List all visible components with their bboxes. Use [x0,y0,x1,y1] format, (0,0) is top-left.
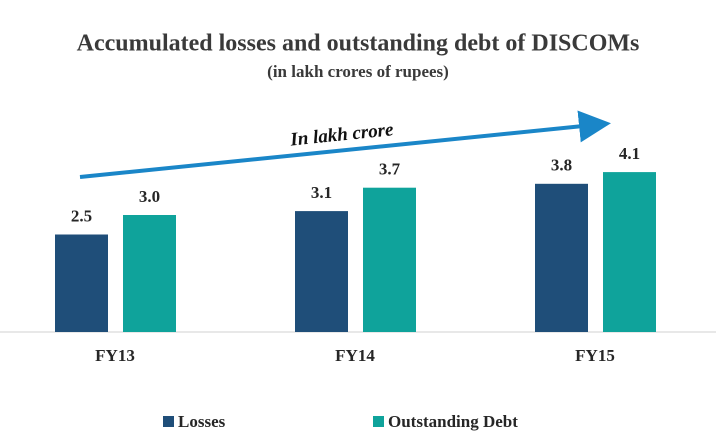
x-tick-label: FY15 [575,346,615,365]
trend-arrow [79,110,611,179]
data-label: 3.1 [311,183,332,202]
legend-swatch [163,416,174,427]
legend-label: Outstanding Debt [388,412,518,431]
data-label: 4.1 [619,144,640,163]
bar [123,215,176,332]
chart-title: Accumulated losses and outstanding debt … [77,31,640,57]
x-tick-label: FY13 [95,346,135,365]
bar [55,234,108,332]
data-label: 3.7 [379,160,401,179]
bar [603,172,656,332]
bar [363,187,416,332]
x-tick-label: FY14 [335,346,375,365]
data-label: 3.0 [139,187,160,206]
bar [295,211,348,332]
legend-label: Losses [178,412,226,431]
data-label: 2.5 [71,206,92,225]
bar [535,183,588,332]
chart-subtitle: (in lakh crores of rupees) [267,62,449,81]
legend-swatch [373,416,384,427]
data-label: 3.8 [551,156,572,175]
